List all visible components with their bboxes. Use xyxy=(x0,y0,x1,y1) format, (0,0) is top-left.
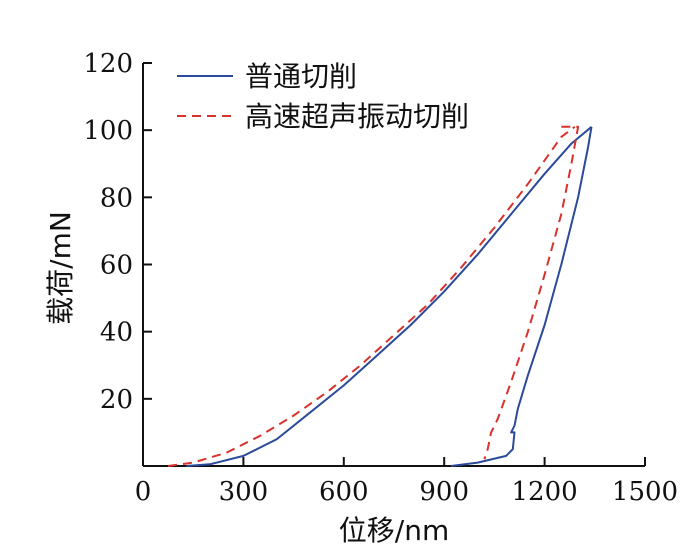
x-tick-label: 600 xyxy=(319,477,369,507)
x-axis-label: 位移/nm xyxy=(339,514,449,547)
x-tick-label: 1500 xyxy=(612,477,678,507)
series-layer xyxy=(167,125,593,467)
y-tick-label: 40 xyxy=(100,318,133,348)
y-tick-label: 120 xyxy=(83,49,133,79)
x-tick-label: 0 xyxy=(135,477,152,507)
series-0-loading-line xyxy=(186,126,593,467)
y-tick-label: 20 xyxy=(100,385,133,415)
x-tick-label: 300 xyxy=(219,477,269,507)
y-axis-label: 载荷/mN xyxy=(44,211,77,325)
y-tick-label: 100 xyxy=(83,116,133,146)
series-1-unloading-line xyxy=(483,125,580,460)
legend-label-0: 普通切削 xyxy=(245,60,357,93)
series-0-unloading-line xyxy=(450,126,593,467)
y-tick-label: 80 xyxy=(100,183,133,213)
series-1-loading-line xyxy=(167,126,576,467)
y-tick-label: 60 xyxy=(100,251,133,281)
ticks: 0 300 600 900 1200 1500 20 40 60 80 100 120 xyxy=(83,49,678,507)
legend-label-1: 高速超声振动切削 xyxy=(245,100,469,133)
x-tick-label: 900 xyxy=(419,477,469,507)
x-tick-label: 1200 xyxy=(512,477,578,507)
